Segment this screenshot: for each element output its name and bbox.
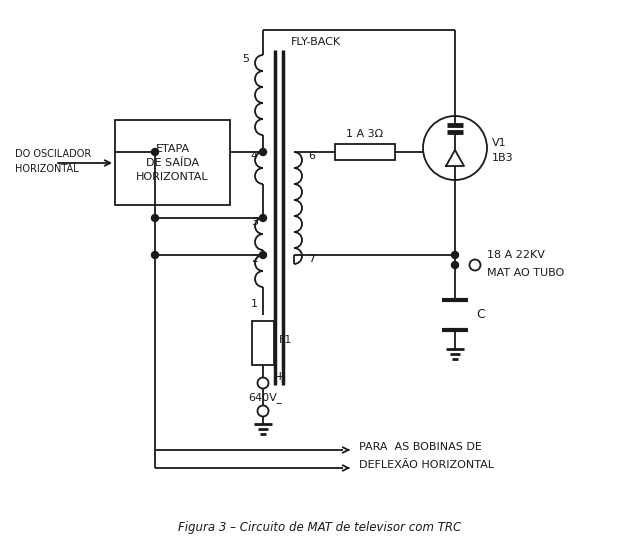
Text: DE SAÍDA: DE SAÍDA — [146, 158, 199, 168]
Circle shape — [259, 148, 266, 156]
Circle shape — [451, 252, 458, 259]
Circle shape — [257, 406, 269, 416]
Text: 1 A 3Ω: 1 A 3Ω — [346, 129, 383, 139]
Text: DEFLEXÃO HORIZONTAL: DEFLEXÃO HORIZONTAL — [359, 460, 494, 470]
Text: HORIZONTAL: HORIZONTAL — [15, 164, 79, 174]
Circle shape — [259, 252, 266, 259]
Text: Figura 3 – Circuito de MAT de televisor com TRC: Figura 3 – Circuito de MAT de televisor … — [179, 521, 461, 534]
Text: 3: 3 — [251, 217, 258, 227]
Circle shape — [152, 252, 159, 259]
Circle shape — [451, 261, 458, 268]
Text: 4: 4 — [251, 151, 258, 161]
Text: 7: 7 — [308, 254, 315, 264]
Text: V1: V1 — [492, 138, 507, 148]
Circle shape — [257, 377, 269, 388]
Text: 1: 1 — [251, 299, 258, 309]
Text: F1: F1 — [279, 335, 292, 345]
Text: HORIZONTAL: HORIZONTAL — [136, 172, 209, 182]
Text: MAT AO TUBO: MAT AO TUBO — [487, 268, 564, 278]
Text: 5: 5 — [242, 54, 249, 64]
Bar — [115, 120, 230, 205]
Circle shape — [152, 148, 159, 156]
Text: 18 A 22KV: 18 A 22KV — [487, 250, 545, 260]
Text: +: + — [275, 369, 285, 382]
Text: C: C — [476, 308, 484, 321]
Text: –: – — [275, 397, 281, 410]
Text: DO OSCILADOR: DO OSCILADOR — [15, 149, 92, 159]
Text: 640V: 640V — [248, 393, 277, 403]
Text: FLY-BACK: FLY-BACK — [291, 37, 341, 47]
Circle shape — [152, 214, 159, 221]
Circle shape — [470, 260, 481, 271]
Text: 6: 6 — [308, 151, 315, 161]
Circle shape — [259, 214, 266, 221]
Text: PARA  AS BOBINAS DE: PARA AS BOBINAS DE — [359, 442, 482, 452]
Bar — [252, 321, 274, 365]
Bar — [335, 144, 395, 160]
Text: 1B3: 1B3 — [492, 153, 514, 163]
Text: 2: 2 — [251, 254, 258, 264]
Text: ETAPA: ETAPA — [156, 144, 189, 154]
